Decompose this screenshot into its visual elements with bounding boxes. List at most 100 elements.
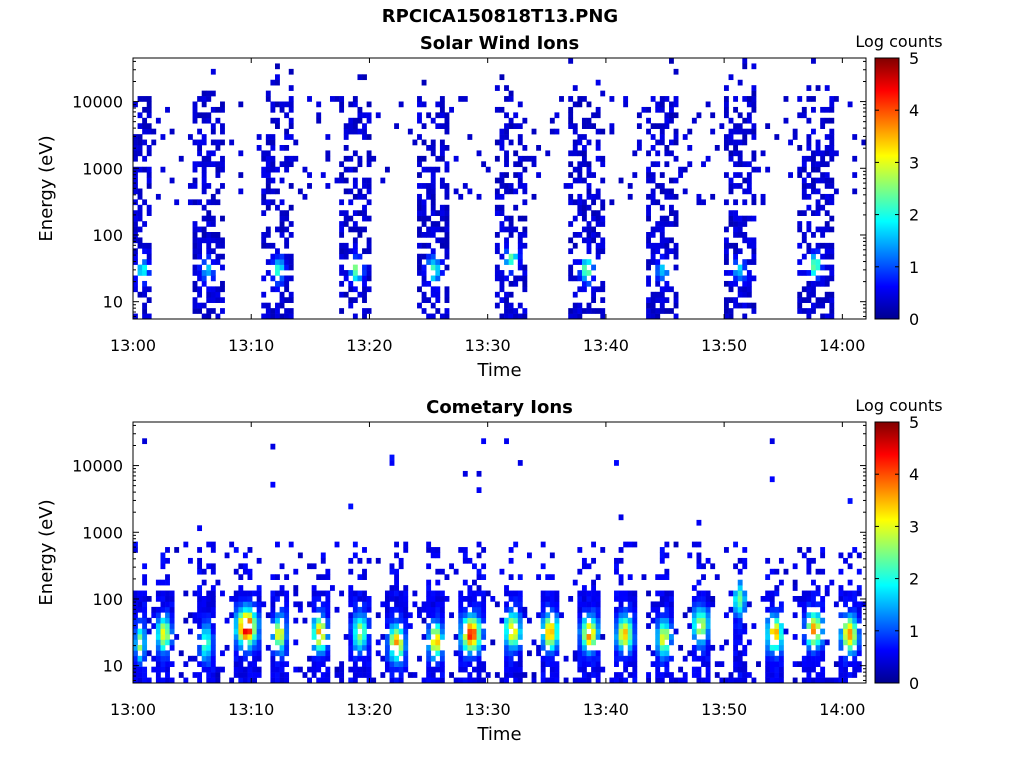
heatmap-cell bbox=[531, 639, 537, 646]
heatmap-cell bbox=[655, 650, 661, 657]
heatmap-cell bbox=[669, 106, 674, 113]
heatmap-cell bbox=[678, 677, 684, 684]
heatmap-cell bbox=[265, 232, 271, 238]
heatmap-cell bbox=[618, 557, 624, 564]
heatmap-cell bbox=[600, 248, 606, 255]
heatmap-cell bbox=[705, 612, 711, 619]
heatmap-cell bbox=[659, 204, 665, 211]
heatmap-cell bbox=[499, 210, 505, 216]
heatmap-cell bbox=[572, 291, 578, 298]
heatmap-cell bbox=[801, 183, 807, 189]
heatmap-cell bbox=[600, 161, 606, 168]
heatmap-cell bbox=[710, 112, 716, 119]
heatmap-cell bbox=[435, 666, 441, 673]
heatmap-cell bbox=[508, 590, 514, 597]
heatmap-cell bbox=[581, 177, 587, 184]
heatmap-cell bbox=[549, 644, 555, 651]
heatmap-cell bbox=[201, 237, 207, 244]
heatmap-cell bbox=[394, 617, 400, 624]
heatmap-cell bbox=[595, 79, 601, 86]
heatmap-cell bbox=[297, 606, 303, 613]
heatmap-cell bbox=[348, 101, 354, 108]
heatmap-cell bbox=[682, 677, 688, 684]
heatmap-cell bbox=[820, 644, 826, 651]
heatmap-cell bbox=[352, 601, 358, 608]
heatmap-cell bbox=[733, 150, 739, 157]
heatmap-cell bbox=[751, 166, 757, 173]
heatmap-cell bbox=[655, 264, 661, 271]
heatmap-cell bbox=[554, 617, 560, 624]
heatmap-cell bbox=[426, 672, 432, 678]
heatmap-cell bbox=[165, 579, 170, 586]
heatmap-cell bbox=[210, 161, 216, 168]
heatmap-cell bbox=[595, 672, 601, 678]
heatmap-cell bbox=[581, 117, 587, 124]
heatmap-cell bbox=[348, 155, 354, 162]
heatmap-cell bbox=[247, 617, 253, 624]
heatmap-cell bbox=[820, 193, 826, 200]
heatmap-cell bbox=[508, 291, 514, 298]
heatmap-cell bbox=[838, 639, 844, 646]
heatmap-cell bbox=[728, 155, 734, 162]
heatmap-cell bbox=[417, 259, 422, 265]
heatmap-cell bbox=[398, 617, 404, 624]
heatmap-cell bbox=[746, 270, 752, 276]
heatmap-cell bbox=[284, 596, 290, 602]
heatmap-cell bbox=[233, 623, 239, 629]
y-tick-label: 10 bbox=[103, 293, 123, 312]
heatmap-cell bbox=[504, 601, 509, 608]
heatmap-cell bbox=[595, 590, 601, 597]
heatmap-cell bbox=[673, 68, 679, 75]
heatmap-cell bbox=[133, 655, 138, 662]
x-tick-label: 13:10 bbox=[228, 336, 274, 355]
heatmap-cell bbox=[801, 177, 807, 184]
heatmap-cell bbox=[201, 275, 207, 282]
heatmap-cell bbox=[142, 286, 148, 293]
heatmap-cell bbox=[398, 666, 404, 673]
heatmap-cell bbox=[646, 204, 651, 211]
heatmap-cell bbox=[458, 590, 464, 597]
heatmap-cell bbox=[426, 601, 432, 608]
heatmap-cell bbox=[288, 68, 294, 75]
heatmap-cell bbox=[366, 672, 372, 678]
heatmap-cell bbox=[178, 672, 184, 678]
heatmap-cell bbox=[847, 579, 853, 586]
heatmap-cell bbox=[577, 612, 583, 619]
heatmap-cell bbox=[288, 204, 294, 211]
heatmap-cell bbox=[829, 579, 835, 586]
heatmap-cell bbox=[421, 204, 427, 211]
heatmap-cell bbox=[348, 128, 354, 135]
heatmap-cell bbox=[284, 650, 290, 657]
heatmap-cell bbox=[742, 547, 748, 553]
heatmap-cell bbox=[275, 204, 280, 211]
heatmap-cell bbox=[348, 188, 354, 195]
heatmap-cell bbox=[646, 232, 651, 238]
heatmap-cell bbox=[746, 601, 752, 608]
heatmap-cell bbox=[384, 612, 390, 619]
heatmap-cell bbox=[824, 150, 830, 157]
heatmap-cell bbox=[669, 101, 674, 108]
heatmap-cell bbox=[572, 313, 578, 320]
heatmap-cell bbox=[215, 259, 221, 265]
heatmap-cell bbox=[357, 232, 363, 238]
heatmap-cell bbox=[362, 666, 367, 673]
heatmap-cell bbox=[655, 574, 661, 580]
heatmap-cell bbox=[504, 172, 509, 178]
heatmap-cell bbox=[142, 280, 148, 287]
heatmap-cell bbox=[242, 612, 248, 619]
heatmap-cell bbox=[664, 666, 670, 673]
heatmap-cell bbox=[751, 242, 757, 249]
heatmap-cell bbox=[229, 677, 235, 684]
heatmap-cell bbox=[426, 644, 432, 651]
heatmap-cell bbox=[206, 612, 212, 619]
heatmap-cell bbox=[284, 210, 290, 216]
heatmap-cell bbox=[838, 666, 844, 673]
heatmap-cell bbox=[811, 302, 816, 309]
heatmap-cell bbox=[563, 655, 569, 662]
heatmap-cell bbox=[513, 601, 519, 608]
heatmap-cell bbox=[659, 547, 665, 553]
heatmap-cell bbox=[142, 248, 148, 255]
heatmap-cell bbox=[614, 634, 619, 640]
heatmap-cell bbox=[362, 547, 367, 553]
